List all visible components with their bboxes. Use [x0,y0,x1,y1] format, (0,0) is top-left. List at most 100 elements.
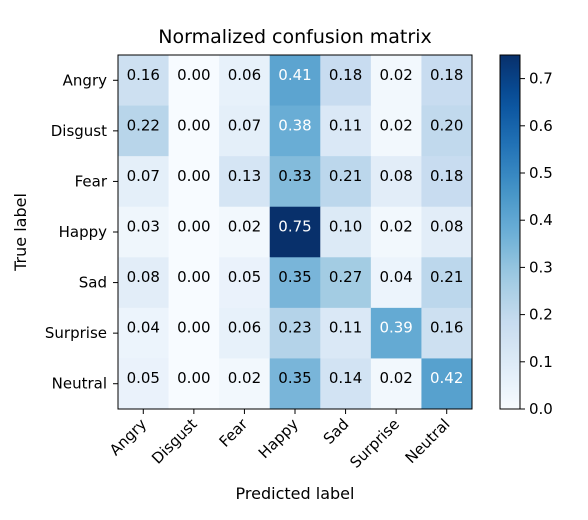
cell-value-label: 0.18 [430,167,463,185]
cell-value-label: 0.07 [127,167,160,185]
heatmap-cell [168,206,220,258]
heatmap-cell [421,105,473,157]
heatmap-cell [219,257,271,309]
cell-value-label: 0.75 [278,218,311,236]
cell-value-label: 0.07 [228,116,261,134]
heatmap-cell [168,307,220,359]
cell-value-label: 0.00 [177,369,210,387]
heatmap-value-labels: 0.16 0.00 0.06 0.41 0.18 0.02 0.18 0.22 0.00 0.07… [127,66,464,387]
y-tick-label: Disgust [51,122,107,140]
heatmap-cell [118,307,170,359]
heatmap-cell [421,156,473,208]
heatmap-cell [269,105,321,157]
y-tick-label: Happy [59,223,108,241]
heatmap-cell [370,307,422,359]
cell-value-label: 0.18 [329,66,362,84]
cell-value-label: 0.02 [379,218,412,236]
cell-value-label: 0.33 [278,167,311,185]
colorbar [499,54,521,410]
heatmap-cell [320,358,372,410]
heatmap-cell [421,206,473,258]
cell-value-label: 0.02 [228,218,261,236]
cell-value-label: 0.23 [278,319,311,337]
y-axis-ticks: Angry Disgust Fear Happy Sad Surprise Neutral [45,71,118,393]
heatmap-cell [118,257,170,309]
y-tick-label: Surprise [45,324,107,342]
colorbar-tick-label: 0.4 [529,211,553,229]
heatmap-cell [269,206,321,258]
cell-value-label: 0.04 [379,268,412,286]
y-tick-label: Angry [63,71,107,89]
heatmap-cell [269,307,321,359]
heatmap-cell [370,55,422,107]
x-tick-label: Happy [255,415,302,462]
cell-value-label: 0.21 [430,268,463,286]
cell-value-label: 0.16 [430,319,463,337]
x-tick-label: Neutral [402,415,454,467]
colorbar-tick-label: 0.7 [529,70,553,88]
heatmap-cell [421,55,473,107]
cell-value-label: 0.35 [278,369,311,387]
heatmap-cell [168,257,220,309]
heatmap-cell [421,307,473,359]
cell-value-label: 0.00 [177,319,210,337]
chart-title: Normalized confusion matrix [158,26,431,48]
cell-value-label: 0.41 [278,66,311,84]
heatmap-cell [118,358,170,410]
x-axis-label: Predicted label [236,484,355,503]
cell-value-label: 0.39 [379,319,412,337]
cell-value-label: 0.00 [177,116,210,134]
heatmap-cell [320,257,372,309]
cell-value-label: 0.05 [127,369,160,387]
heatmap-cell [320,307,372,359]
cell-value-label: 0.06 [228,319,261,337]
x-tick-label: Fear [216,415,252,451]
heatmap-cell [219,156,271,208]
heatmap-cell [370,105,422,157]
cell-value-label: 0.42 [430,369,463,387]
cell-value-label: 0.08 [379,167,412,185]
heatmap-cell [320,55,372,107]
cell-value-label: 0.00 [177,66,210,84]
cell-value-label: 0.02 [228,369,261,387]
cell-value-label: 0.00 [177,268,210,286]
cell-value-label: 0.14 [329,369,362,387]
heatmap-cell [421,358,473,410]
cell-value-label: 0.22 [127,116,160,134]
heatmap-cell [320,105,372,157]
x-tick-label: Disgust [148,415,201,468]
heatmap-cell [219,307,271,359]
heatmap-cell [370,358,422,410]
heatmap-cell [421,257,473,309]
heatmap-cell [320,206,372,258]
cell-value-label: 0.00 [177,218,210,236]
x-tick-label: Sad [320,415,353,448]
colorbar-tick-label: 0.5 [529,164,553,182]
colorbar-tick-label: 0.1 [529,353,553,371]
heatmap-cell [168,156,220,208]
heatmap-cell [118,55,170,107]
heatmap-cell [370,156,422,208]
heatmap-cells [118,55,473,410]
heatmap-cell [219,206,271,258]
cell-value-label: 0.06 [228,66,261,84]
heatmap-cell [168,358,220,410]
heatmap-cell [370,206,422,258]
cell-value-label: 0.03 [127,218,160,236]
x-tick-label: Surprise [346,415,403,472]
cell-value-label: 0.02 [379,369,412,387]
cell-value-label: 0.18 [430,66,463,84]
cell-value-label: 0.21 [329,167,362,185]
cell-value-label: 0.11 [329,116,362,134]
heatmap-cell [269,358,321,410]
heatmap-cell [118,156,170,208]
cell-value-label: 0.02 [379,116,412,134]
heatmap-cell [118,206,170,258]
cell-value-label: 0.02 [379,66,412,84]
colorbar-tick-label: 0.3 [529,258,553,276]
heatmap-cell [219,105,271,157]
colorbar-tick-label: 0.6 [529,117,553,135]
heatmap-cell [320,156,372,208]
